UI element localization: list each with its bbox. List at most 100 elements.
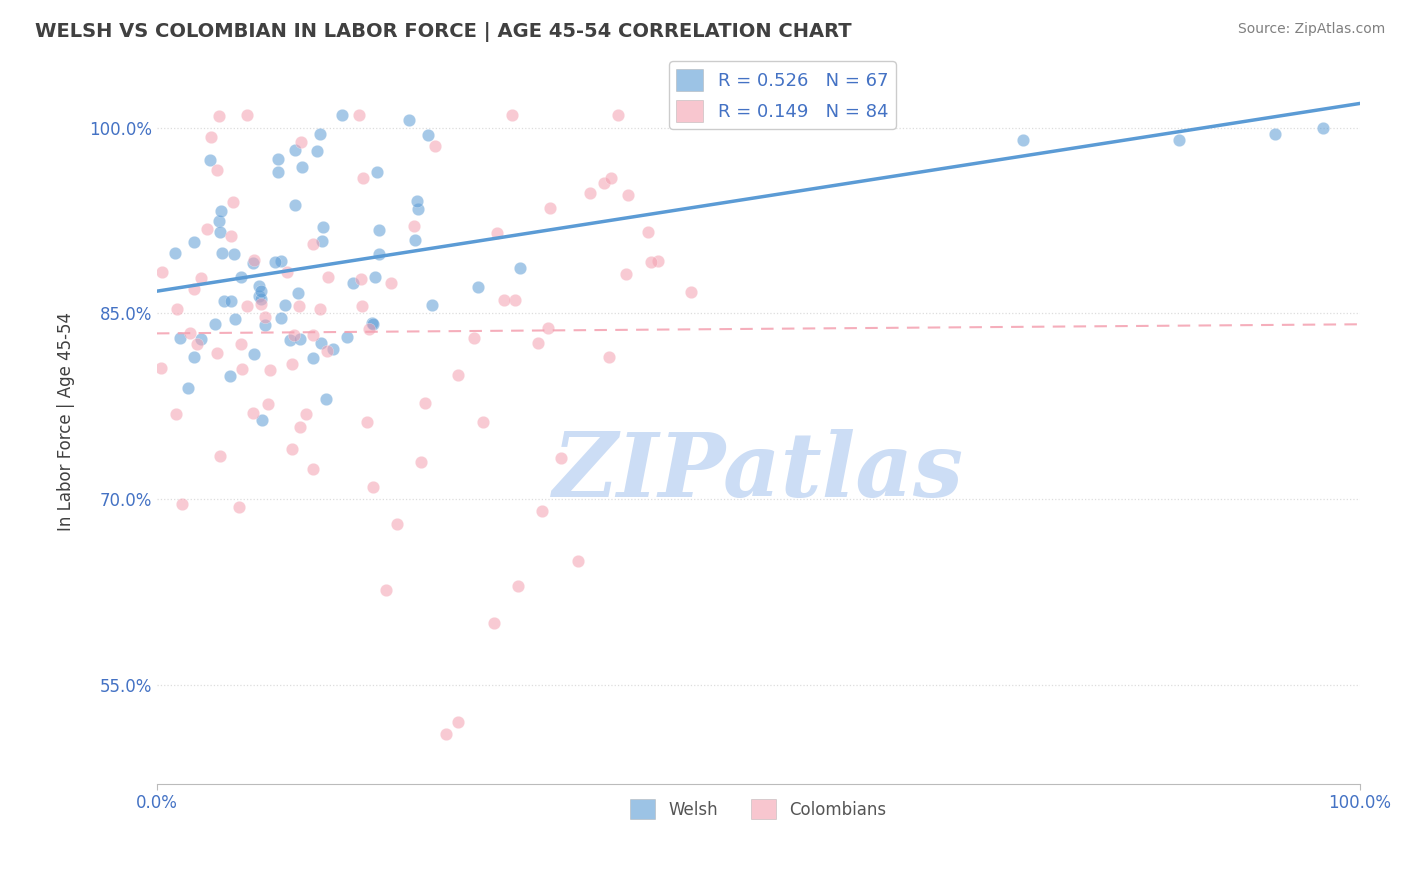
Point <box>363 480 385 494</box>
Point <box>229 336 252 351</box>
Point <box>222 195 245 210</box>
Point <box>305 145 328 159</box>
Point <box>482 615 505 630</box>
Point <box>270 310 292 325</box>
Point <box>259 363 281 377</box>
Point <box>550 450 572 465</box>
Point <box>352 299 374 313</box>
Point <box>294 407 316 421</box>
Point <box>368 247 391 261</box>
Point <box>423 139 446 153</box>
Point <box>309 336 332 351</box>
Point <box>486 227 509 241</box>
Point <box>527 335 550 350</box>
Point <box>169 331 191 345</box>
Point <box>1168 133 1191 147</box>
Point <box>284 198 307 212</box>
Point <box>183 282 205 296</box>
Point <box>190 332 212 346</box>
Point <box>254 310 277 325</box>
Point <box>420 298 443 312</box>
Point <box>195 221 218 235</box>
Point <box>380 277 402 291</box>
Point <box>404 219 426 233</box>
Point <box>290 332 312 346</box>
Point <box>640 254 662 268</box>
Point <box>290 420 312 434</box>
Point <box>312 219 335 234</box>
Point <box>274 298 297 312</box>
Point <box>209 204 232 219</box>
Point <box>600 171 623 186</box>
Point <box>278 333 301 347</box>
Point <box>637 225 659 239</box>
Point <box>315 392 337 406</box>
Point <box>606 108 628 122</box>
Point <box>247 289 270 303</box>
Point <box>592 177 614 191</box>
Point <box>538 202 561 216</box>
Point <box>356 415 378 429</box>
Point <box>302 462 325 476</box>
Point <box>416 128 439 142</box>
Point <box>228 500 250 514</box>
Point <box>281 357 304 371</box>
Y-axis label: In Labor Force | Age 45-54: In Labor Force | Age 45-54 <box>58 312 75 531</box>
Point <box>267 165 290 179</box>
Point <box>361 317 384 331</box>
Point <box>309 301 332 316</box>
Point <box>530 504 553 518</box>
Point <box>190 270 212 285</box>
Point <box>270 253 292 268</box>
Text: Source: ZipAtlas.com: Source: ZipAtlas.com <box>1237 22 1385 37</box>
Legend: Welsh, Colombians: Welsh, Colombians <box>623 792 893 826</box>
Point <box>250 284 273 298</box>
Point <box>209 225 232 239</box>
Point <box>647 254 669 268</box>
Point <box>204 317 226 331</box>
Point <box>357 322 380 336</box>
Point <box>170 497 193 511</box>
Point <box>288 299 311 313</box>
Point <box>284 143 307 157</box>
Point <box>364 269 387 284</box>
Point <box>404 233 426 247</box>
Point <box>165 246 187 260</box>
Point <box>405 194 427 208</box>
Point <box>231 362 253 376</box>
Point <box>291 160 314 174</box>
Point <box>176 381 198 395</box>
Point <box>252 413 274 427</box>
Point <box>1011 133 1033 147</box>
Point <box>267 153 290 167</box>
Point <box>434 727 457 741</box>
Point <box>367 223 389 237</box>
Point <box>363 317 385 331</box>
Point <box>301 328 323 343</box>
Point <box>276 265 298 279</box>
Point <box>1264 127 1286 141</box>
Point <box>183 235 205 249</box>
Point <box>617 188 640 202</box>
Point <box>446 714 468 729</box>
Point <box>598 350 620 364</box>
Point <box>536 321 558 335</box>
Point <box>205 346 228 360</box>
Point <box>224 311 246 326</box>
Point <box>242 406 264 420</box>
Point <box>208 213 231 227</box>
Point <box>236 108 259 122</box>
Point <box>152 265 174 279</box>
Point <box>309 127 332 141</box>
Point <box>330 108 353 122</box>
Point <box>679 285 702 299</box>
Point <box>235 299 257 313</box>
Point <box>366 164 388 178</box>
Point <box>229 270 252 285</box>
Point <box>302 237 325 252</box>
Point <box>280 442 302 456</box>
Point <box>375 583 398 598</box>
Point <box>316 270 339 285</box>
Point <box>387 516 409 531</box>
Point <box>614 267 637 281</box>
